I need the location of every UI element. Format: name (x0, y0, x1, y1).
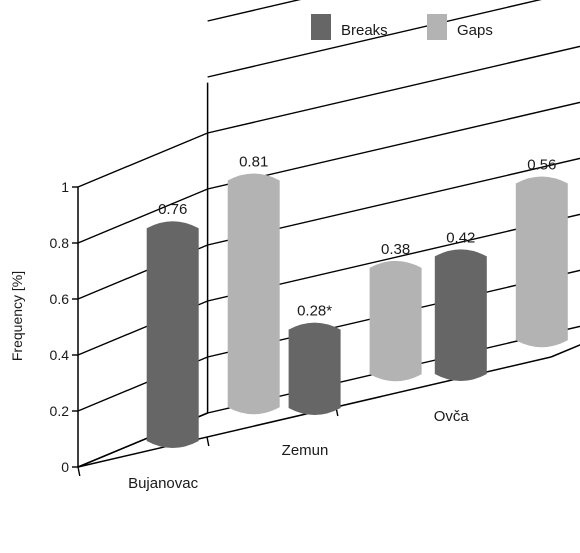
gridline-1 (77, 45, 580, 188)
y-axis-ticks: 0 0.2 0.4 0.6 0.8 1 (50, 179, 78, 475)
bar-body (227, 173, 280, 415)
y-axis-label: Frequency [%] (9, 271, 25, 361)
data-label-breaks-zemun: 0.28* (297, 303, 332, 320)
bars: 0.81 0.38 0.56 0.76 0.28* 0.42 (146, 153, 568, 448)
y-tick-label-1: 1 (61, 179, 69, 195)
bar-body (515, 176, 568, 348)
x-tick-mark-2 (206, 436, 210, 447)
y-tick-label-0-6: 0.6 (50, 291, 70, 307)
bar-gaps-zemun: 0.38 (369, 241, 422, 382)
legend: Breaks Gaps (311, 14, 493, 40)
data-label-gaps-ov-a: 0.56 (527, 156, 556, 173)
legend-item-breaks: Breaks (311, 14, 388, 40)
x-category-zemun: Zemun (282, 442, 329, 459)
legend-item-gaps: Gaps (427, 14, 493, 40)
y-tick-label-0-4: 0.4 (50, 347, 70, 363)
bar-breaks-zemun: 0.28* (288, 303, 341, 415)
bar-breaks-ov-a: 0.42 (434, 229, 487, 381)
gridline-0-8 (77, 101, 580, 244)
legend-label: Breaks (341, 22, 388, 39)
gridline-upper-2 (207, 0, 301, 22)
bar-gaps-bujanovac: 0.81 (227, 153, 280, 415)
legend-label: Gaps (457, 22, 493, 39)
bar-body (146, 221, 199, 448)
gridline-upper-1 (207, 0, 542, 78)
legend-swatch (311, 14, 331, 40)
floor-right-edge (550, 344, 580, 358)
x-category-bujanovac: Bujanovac (128, 475, 199, 492)
data-label-breaks-ov-a: 0.42 (446, 229, 475, 246)
x-tick-mark-1 (77, 466, 81, 477)
bar-body (434, 249, 487, 381)
x-axis-categories: Bujanovac Zemun Ovča (128, 408, 469, 492)
gridline-0-6 (77, 157, 580, 300)
bar-breaks-bujanovac: 0.76 (146, 201, 199, 448)
data-label-gaps-zemun: 0.38 (381, 241, 410, 258)
legend-swatch (427, 14, 447, 40)
bar-body (288, 322, 341, 415)
y-tick-label-0-8: 0.8 (50, 235, 70, 251)
y-tick-label-0-2: 0.2 (50, 403, 70, 419)
bar-gaps-ov-a: 0.56 (515, 156, 568, 348)
data-label-breaks-bujanovac: 0.76 (158, 201, 187, 218)
data-label-gaps-bujanovac: 0.81 (239, 153, 268, 170)
x-category-ov-a: Ovča (434, 408, 470, 425)
y-tick-label-0: 0 (61, 459, 69, 475)
bar-body (369, 260, 422, 382)
